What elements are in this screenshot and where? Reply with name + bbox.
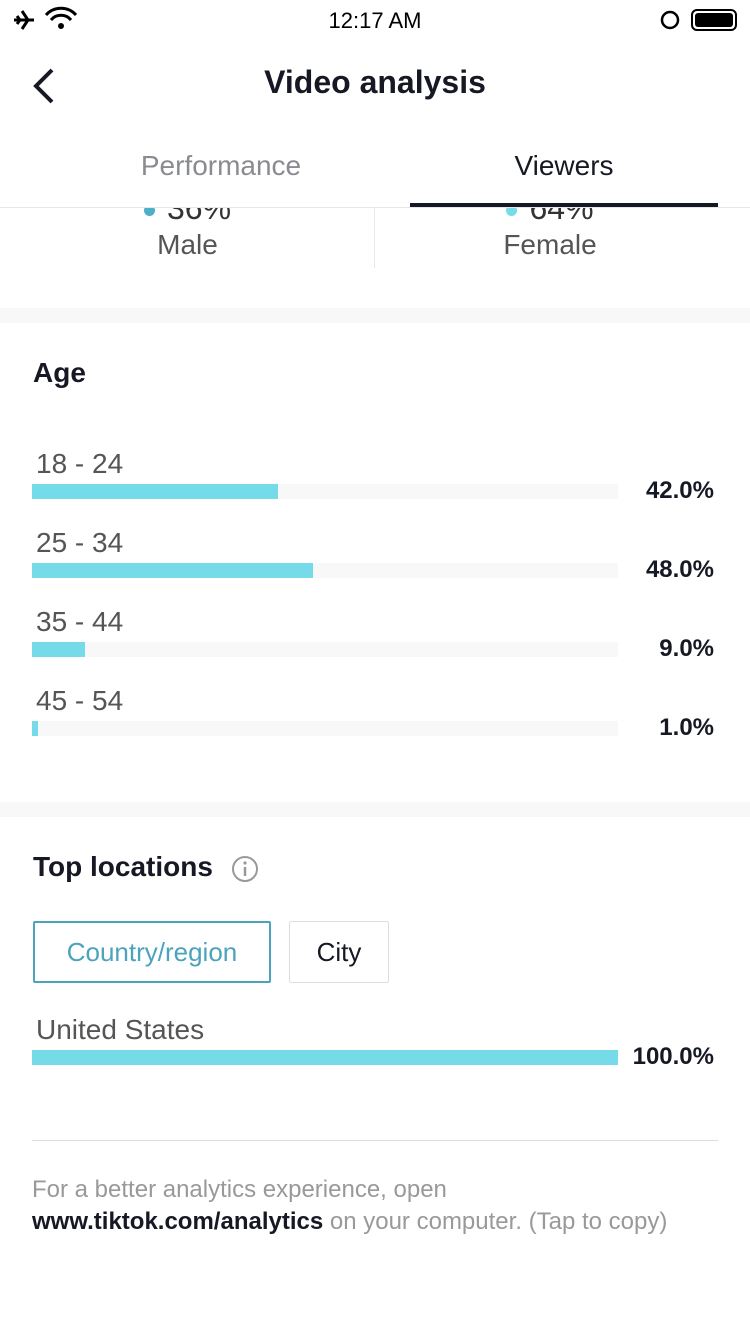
lock-icon xyxy=(660,10,680,30)
section-title: Age xyxy=(33,357,86,388)
bar xyxy=(32,721,38,736)
gender-label: Male xyxy=(157,229,218,260)
value-label: 100.0% xyxy=(632,1043,714,1070)
value-label: 42.0% xyxy=(645,477,714,504)
value-label: 48.0% xyxy=(645,556,714,583)
footer-note[interactable]: For a better analytics experience, open … xyxy=(32,1174,692,1238)
section-gap xyxy=(0,308,750,323)
bar xyxy=(32,563,314,578)
value-label: 1.0% xyxy=(659,714,714,741)
bar xyxy=(32,1050,618,1065)
male-dot xyxy=(143,205,155,217)
footer-text: For a better analytics experience, open xyxy=(32,1176,447,1203)
tab-active[interactable]: Viewers xyxy=(514,150,614,181)
gender-label: Female xyxy=(503,229,597,260)
tab[interactable]: Performance xyxy=(140,150,302,181)
bar-track xyxy=(32,721,618,736)
info-icon[interactable] xyxy=(231,855,259,883)
section-title: Top locations xyxy=(33,851,213,882)
value-label: 9.0% xyxy=(659,635,714,662)
bar xyxy=(32,642,85,657)
header: Video analysis Performance Viewers xyxy=(0,40,750,207)
wifi-dot xyxy=(58,23,64,29)
wifi-icon xyxy=(44,6,78,22)
filter-button[interactable]: Country/region xyxy=(33,921,271,983)
female-dot xyxy=(506,205,518,217)
bar-track xyxy=(32,1050,618,1065)
row-label: 25 - 34 xyxy=(36,527,124,558)
divider xyxy=(374,208,375,268)
airplane-icon xyxy=(14,10,34,30)
tab-indicator xyxy=(410,203,718,207)
divider xyxy=(32,1140,718,1141)
page-title: Video analysis xyxy=(264,64,486,100)
bar-track xyxy=(32,563,618,578)
status-bar: 12:17 AM xyxy=(14,6,737,33)
bar-track xyxy=(32,484,618,499)
battery xyxy=(691,9,737,31)
filter-button[interactable]: City xyxy=(289,921,389,983)
bar-track xyxy=(32,642,618,657)
back-button[interactable] xyxy=(30,66,60,106)
footer-link[interactable]: www.tiktok.com/analytics xyxy=(32,1208,324,1235)
row-label: 18 - 24 xyxy=(36,448,124,479)
section-gap xyxy=(0,802,750,817)
row-label: United States xyxy=(36,1014,205,1045)
bar xyxy=(32,484,279,499)
battery-level xyxy=(695,13,733,27)
row-label: 35 - 44 xyxy=(36,606,124,637)
tab-divider xyxy=(0,207,750,208)
gender-male: 36% Male xyxy=(0,190,375,261)
footer-text: on your computer. (Tap to copy) xyxy=(323,1208,668,1235)
time: 12:17 AM xyxy=(329,8,422,33)
row-label: 45 - 54 xyxy=(36,685,124,716)
